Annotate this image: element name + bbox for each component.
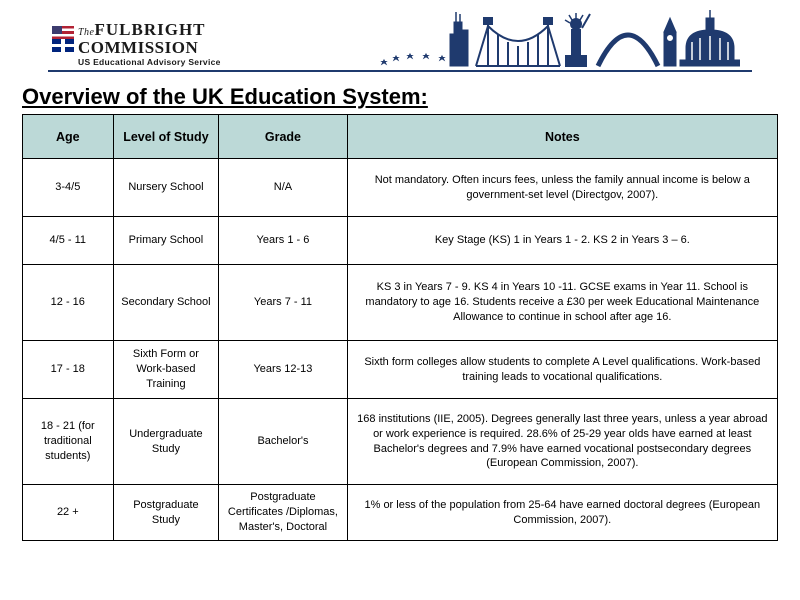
cell-level: Secondary School <box>113 265 219 341</box>
table-row: 12 - 16 Secondary School Years 7 - 11 KS… <box>23 265 778 341</box>
cell-age: 17 - 18 <box>23 341 114 399</box>
cell-notes: 168 institutions (IIE, 2005). Degrees ge… <box>347 399 777 485</box>
cell-level: Postgraduate Study <box>113 485 219 541</box>
cell-level: Nursery School <box>113 159 219 217</box>
cell-grade: N/A <box>219 159 347 217</box>
skyline-icon <box>380 8 740 70</box>
cell-age: 22 + <box>23 485 114 541</box>
logo-subtitle: US Educational Advisory Service <box>78 57 221 67</box>
cell-notes: Key Stage (KS) 1 in Years 1 - 2. KS 2 in… <box>347 217 777 265</box>
cell-notes: Sixth form colleges allow students to co… <box>347 341 777 399</box>
logo-fulbright: FULBRIGHT <box>95 20 206 39</box>
cell-age: 18 - 21 (for traditional students) <box>23 399 114 485</box>
col-notes: Notes <box>347 115 777 159</box>
cell-age: 3-4/5 <box>23 159 114 217</box>
table-header-row: Age Level of Study Grade Notes <box>23 115 778 159</box>
cell-level: Undergraduate Study <box>113 399 219 485</box>
cell-level: Sixth Form or Work-based Training <box>113 341 219 399</box>
table-row: 17 - 18 Sixth Form or Work-based Trainin… <box>23 341 778 399</box>
education-table-wrap: Age Level of Study Grade Notes 3-4/5 Nur… <box>0 114 800 541</box>
logo-the: The <box>78 27 95 38</box>
flag-icon <box>52 26 74 52</box>
header-rule <box>48 70 752 72</box>
education-table: Age Level of Study Grade Notes 3-4/5 Nur… <box>22 114 778 541</box>
table-row: 3-4/5 Nursery School N/A Not mandatory. … <box>23 159 778 217</box>
cell-age: 12 - 16 <box>23 265 114 341</box>
page-title: Overview of the UK Education System: <box>0 78 800 114</box>
col-grade: Grade <box>219 115 347 159</box>
cell-notes: Not mandatory. Often incurs fees, unless… <box>347 159 777 217</box>
header: TheFULBRIGHT COMMISSION US Educational A… <box>0 0 800 78</box>
table-row: 18 - 21 (for traditional students) Under… <box>23 399 778 485</box>
cell-grade: Bachelor's <box>219 399 347 485</box>
col-age: Age <box>23 115 114 159</box>
cell-grade: Years 7 - 11 <box>219 265 347 341</box>
fulbright-logo: TheFULBRIGHT COMMISSION US Educational A… <box>78 22 221 67</box>
cell-grade: Postgraduate Certificates /Diplomas, Mas… <box>219 485 347 541</box>
cell-notes: KS 3 in Years 7 - 9. KS 4 in Years 10 -1… <box>347 265 777 341</box>
cell-grade: Years 12-13 <box>219 341 347 399</box>
col-level: Level of Study <box>113 115 219 159</box>
table-row: 22 + Postgraduate Study Postgraduate Cer… <box>23 485 778 541</box>
cell-level: Primary School <box>113 217 219 265</box>
table-row: 4/5 - 11 Primary School Years 1 - 6 Key … <box>23 217 778 265</box>
cell-notes: 1% or less of the population from 25-64 … <box>347 485 777 541</box>
cell-grade: Years 1 - 6 <box>219 217 347 265</box>
cell-age: 4/5 - 11 <box>23 217 114 265</box>
logo-commission: COMMISSION <box>78 40 221 55</box>
